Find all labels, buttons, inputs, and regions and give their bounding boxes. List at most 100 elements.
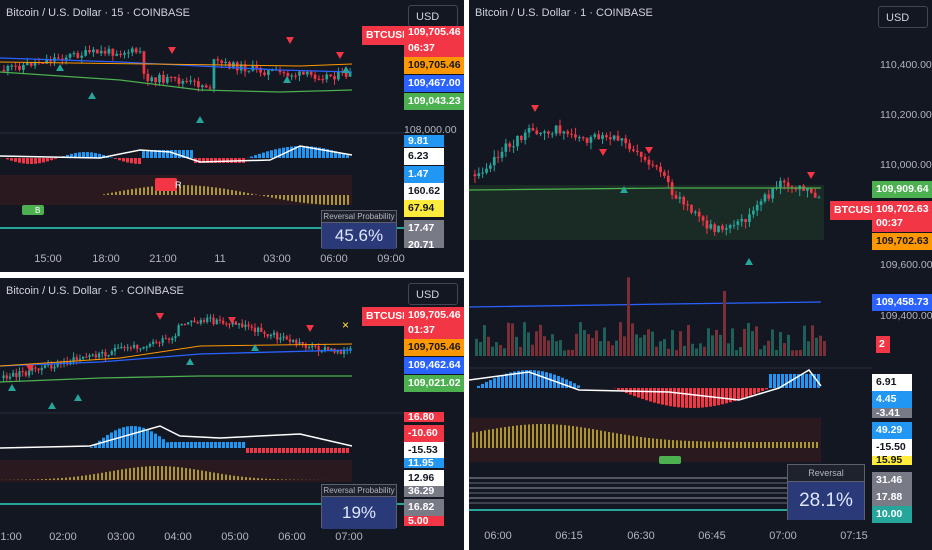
candle-body bbox=[257, 327, 260, 332]
histogram-bar bbox=[102, 154, 105, 158]
volume-bar bbox=[695, 348, 698, 356]
chart-panel-5m[interactable]: × Bitcoin / U.S. Dollar · 5 · COINBASE U… bbox=[0, 278, 464, 550]
price-axis[interactable]: USD BTCUSD 109,705.46 06:37 109,705.46 1… bbox=[362, 0, 464, 272]
candle-body bbox=[500, 151, 504, 158]
candle-body bbox=[231, 321, 234, 325]
histogram-bar bbox=[126, 158, 129, 163]
candle-body bbox=[148, 343, 152, 347]
volume-bar bbox=[783, 343, 786, 356]
histogram-bar bbox=[122, 158, 125, 162]
volume-bar bbox=[583, 330, 586, 356]
volume-bar bbox=[611, 345, 614, 356]
volume-bar bbox=[575, 333, 578, 356]
histogram-bar bbox=[90, 152, 93, 158]
histogram-bar bbox=[314, 448, 317, 453]
candle-body bbox=[485, 168, 488, 173]
candle-body bbox=[674, 195, 678, 199]
histogram-bar bbox=[513, 371, 516, 388]
candle-body bbox=[224, 61, 227, 64]
candle-body bbox=[323, 347, 327, 351]
volume-bar bbox=[555, 341, 558, 356]
indicator-value: 11.95 bbox=[404, 458, 444, 468]
chart-title: Bitcoin / U.S. Dollar · 15 · COINBASE bbox=[6, 7, 190, 19]
histogram-bar bbox=[781, 374, 784, 388]
volume-bar bbox=[795, 350, 798, 356]
last-price-label: 109,705.46 bbox=[404, 307, 464, 324]
candle-body bbox=[72, 53, 76, 55]
price-axis[interactable]: USD 110,400.00 110,200.00 110,000.00 109… bbox=[830, 0, 932, 550]
histogram-bar bbox=[130, 426, 133, 448]
histogram-bar bbox=[274, 149, 277, 158]
volume-bar bbox=[823, 341, 826, 356]
price-axis[interactable]: USD BTCUSD 109,705.46 01:37 109,705.46 1… bbox=[362, 278, 464, 550]
indicator-value: 12.96 bbox=[404, 470, 444, 487]
candle-body bbox=[101, 352, 104, 354]
candle-body bbox=[127, 52, 130, 54]
symbol-tag: BTCUSD bbox=[830, 201, 882, 220]
histogram-bar bbox=[314, 146, 317, 158]
histogram-bar bbox=[262, 448, 265, 453]
candle-body bbox=[508, 143, 512, 147]
time-label: 06:15 bbox=[555, 530, 583, 542]
oscillator-zone bbox=[0, 460, 352, 482]
reversal-value: 45.6% bbox=[322, 223, 396, 249]
candle-body bbox=[190, 320, 193, 323]
histogram-bar bbox=[681, 388, 684, 408]
histogram-bar bbox=[162, 150, 165, 158]
histogram-bar bbox=[194, 442, 197, 448]
histogram-bar bbox=[154, 433, 157, 448]
volume-bar bbox=[739, 347, 742, 356]
currency-button[interactable]: USD bbox=[408, 5, 458, 27]
histogram-bar bbox=[170, 442, 173, 448]
candle-body bbox=[270, 70, 274, 72]
chart-canvas-1m[interactable] bbox=[469, 0, 872, 528]
candle-body bbox=[47, 364, 50, 366]
histogram-bar bbox=[665, 388, 668, 406]
time-label: 02:00 bbox=[49, 531, 77, 543]
histogram-bar bbox=[733, 388, 736, 402]
ma-blue-label: 109,467.00 bbox=[404, 75, 464, 92]
histogram-bar bbox=[485, 381, 488, 388]
candle-body bbox=[18, 65, 21, 70]
candle-body bbox=[771, 188, 775, 199]
chart-canvas-5m[interactable]: × bbox=[0, 278, 404, 528]
histogram-bar bbox=[633, 388, 636, 397]
histogram-bar bbox=[813, 374, 816, 388]
candle-body bbox=[104, 352, 107, 357]
histogram-bar bbox=[529, 370, 532, 388]
indicator-value: 9.81 bbox=[404, 135, 444, 147]
volume-bar bbox=[495, 342, 498, 356]
candle-body bbox=[5, 375, 8, 379]
histogram-bar bbox=[150, 431, 153, 448]
histogram-bar bbox=[74, 152, 77, 158]
currency-button[interactable]: USD bbox=[408, 283, 458, 305]
chart-panel-1m[interactable]: Bitcoin / U.S. Dollar · 1 · COINBASE USD… bbox=[469, 0, 932, 550]
candle-body bbox=[113, 347, 117, 352]
volume-bar bbox=[511, 323, 514, 356]
histogram-bar bbox=[22, 158, 25, 164]
volume-bar bbox=[475, 338, 478, 356]
candle-body bbox=[85, 356, 88, 358]
currency-button[interactable]: USD bbox=[878, 6, 928, 28]
histogram-bar bbox=[801, 374, 804, 388]
buy-signal-arrow bbox=[342, 66, 350, 73]
candle-body bbox=[311, 345, 314, 348]
candle-body bbox=[269, 334, 272, 337]
histogram-bar bbox=[765, 388, 768, 390]
candle-body bbox=[292, 339, 295, 342]
indicator-value: 49.29 bbox=[872, 422, 912, 439]
candle-body bbox=[305, 71, 309, 75]
candle-body bbox=[110, 351, 113, 356]
candle-body bbox=[78, 358, 82, 360]
chart-canvas-15m[interactable]: RB bbox=[0, 0, 404, 250]
histogram-bar bbox=[645, 388, 648, 401]
histogram-bar bbox=[38, 158, 41, 164]
candle-body bbox=[286, 73, 290, 76]
histogram-bar bbox=[178, 442, 181, 448]
indicator-value: 6.91 bbox=[872, 374, 912, 391]
candle-body bbox=[80, 55, 84, 58]
ma-blue-line bbox=[0, 57, 353, 73]
volume-bar bbox=[567, 349, 570, 356]
ma-blue-line bbox=[469, 301, 822, 308]
